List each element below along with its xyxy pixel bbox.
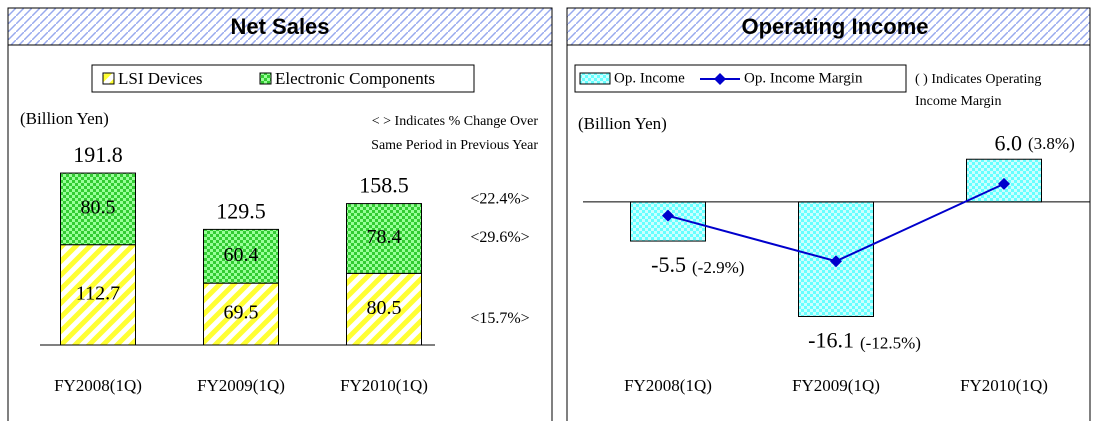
- legend-marker: [714, 73, 726, 85]
- legend-swatch: [102, 72, 115, 85]
- legend-box: [574, 64, 907, 93]
- legend-label: Op. Income: [614, 70, 685, 86]
- panel-net-sales: Net Sales: [7, 7, 553, 421]
- subtitle: (Billion Yen): [578, 114, 667, 133]
- legend-label: Electronic Components: [275, 69, 435, 88]
- bar-segment: [203, 228, 279, 284]
- value-label: 80.5: [367, 297, 402, 319]
- x-tick-label: FY2008(1Q): [54, 376, 142, 395]
- header: [7, 7, 553, 46]
- note: < > Indicates % Change Over: [372, 114, 539, 129]
- total-label: 158.5: [359, 173, 409, 198]
- panel-op-income: Operating Income: [566, 7, 1091, 421]
- legend-swatch: [259, 72, 272, 85]
- note: ( ) Indicates Operating: [915, 72, 1041, 87]
- total-label: 129.5: [216, 198, 266, 223]
- bar-segment: [60, 172, 136, 246]
- header: [566, 7, 1091, 46]
- legend-label: Op. Income Margin: [744, 70, 863, 86]
- chart-title: Net Sales: [230, 14, 329, 39]
- value-label: 78.4: [367, 226, 402, 248]
- legend-label: LSI Devices: [118, 69, 203, 88]
- bar-segment: [60, 244, 136, 346]
- margin-label: (-2.9%): [692, 258, 744, 277]
- margin-marker: [998, 177, 1010, 190]
- note: Same Period in Previous Year: [371, 138, 538, 153]
- x-tick-label: FY2010(1Q): [340, 376, 428, 395]
- value-label: 60.4: [224, 244, 259, 266]
- annotation: <29.6%>: [470, 229, 529, 246]
- bar-segment: [346, 203, 422, 274]
- x-tick-label: FY2009(1Q): [792, 376, 880, 395]
- x-tick-label: FY2010(1Q): [960, 376, 1048, 395]
- value-label: 69.5: [224, 302, 259, 324]
- margin-label: (3.8%): [1028, 134, 1075, 153]
- value-label: 80.5: [81, 196, 116, 218]
- annotation: <22.4%>: [470, 190, 529, 207]
- note: Income Margin: [915, 94, 1001, 109]
- margin-label: (-12.5%): [860, 333, 921, 352]
- annotation: <15.7%>: [470, 310, 529, 327]
- x-tick-label: FY2009(1Q): [197, 376, 285, 395]
- value-label: -16.1: [808, 328, 854, 353]
- value-label: -5.5: [651, 252, 686, 277]
- margin-marker: [662, 209, 674, 222]
- legend-box: [91, 64, 475, 93]
- total-label: 191.8: [73, 142, 123, 167]
- chart-title: Operating Income: [741, 14, 928, 39]
- legend-swatch: [579, 72, 611, 85]
- margin-marker: [830, 255, 842, 268]
- value-label: 6.0: [995, 130, 1023, 155]
- x-tick-label: FY2008(1Q): [624, 376, 712, 395]
- bar-segment: [346, 272, 422, 346]
- subtitle: (Billion Yen): [20, 109, 109, 128]
- value-label: 112.7: [76, 282, 120, 304]
